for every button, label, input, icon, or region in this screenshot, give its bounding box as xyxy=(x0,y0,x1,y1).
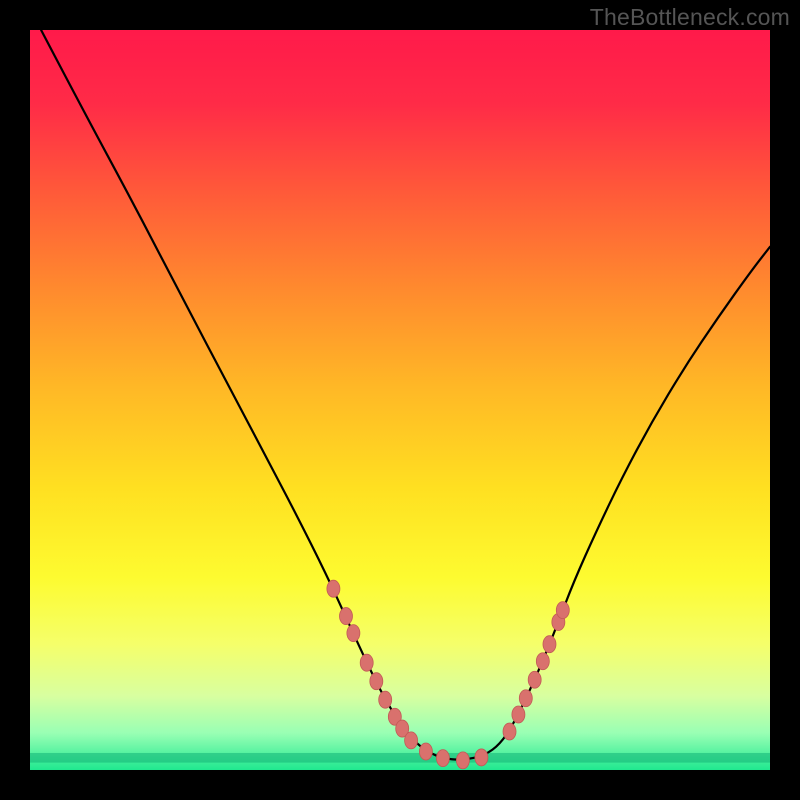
watermark-text: TheBottleneck.com xyxy=(590,4,790,31)
marker-left xyxy=(327,580,340,597)
marker-right xyxy=(556,602,569,619)
marker-left xyxy=(379,691,392,708)
marker-right xyxy=(519,690,532,707)
marker-right xyxy=(503,723,516,740)
marker-left xyxy=(405,732,418,749)
green-band xyxy=(30,753,770,763)
bottleneck-chart xyxy=(0,0,800,800)
marker-left xyxy=(475,749,488,766)
marker-left xyxy=(339,608,352,625)
marker-left xyxy=(419,743,432,760)
chart-container: TheBottleneck.com xyxy=(0,0,800,800)
marker-left xyxy=(360,654,373,671)
marker-left xyxy=(436,750,449,767)
marker-right xyxy=(512,706,525,723)
marker-right xyxy=(528,671,541,688)
marker-left xyxy=(370,673,383,690)
plot-background xyxy=(30,30,770,770)
marker-left xyxy=(456,752,469,769)
marker-left xyxy=(347,625,360,642)
marker-right xyxy=(543,636,556,653)
marker-right xyxy=(536,653,549,670)
